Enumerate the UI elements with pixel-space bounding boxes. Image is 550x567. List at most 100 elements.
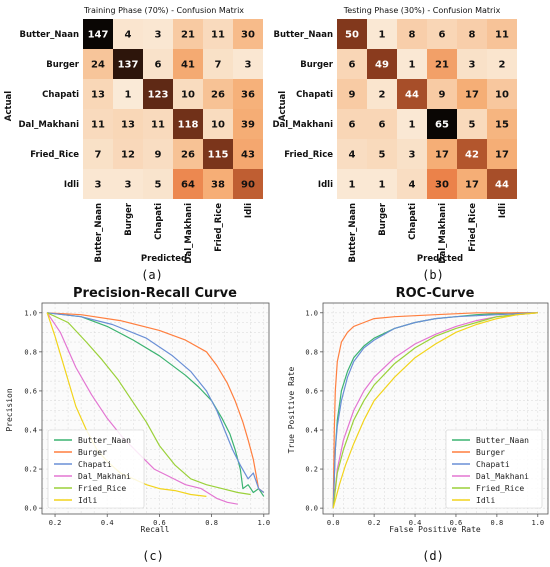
b-cell-4-3 bbox=[427, 139, 457, 169]
b-cell-2-4 bbox=[457, 79, 487, 109]
b-cell-value-4-2: 3 bbox=[409, 150, 416, 161]
b-cell-value-2-2: 44 bbox=[405, 90, 419, 101]
b-cell-value-5-2: 4 bbox=[409, 180, 416, 191]
a-cell-value-3-2: 11 bbox=[151, 120, 165, 131]
plot-c-ytick-label: 0.4 bbox=[24, 426, 37, 434]
b-cell-value-4-4: 42 bbox=[465, 150, 479, 161]
testing-matrix-row-labels: Butter_Naan Burger Chapati Dal_Makhani Fried… bbox=[272, 30, 333, 190]
plot-d-ytick-label: 0.2 bbox=[305, 466, 318, 474]
a-cell-1-4 bbox=[203, 49, 233, 79]
a-cell-1-2 bbox=[143, 49, 173, 79]
a-cell-0-0 bbox=[83, 19, 113, 49]
plot-d-legend-label-dal-makhani: Dal_Makhani bbox=[476, 472, 529, 481]
b-cell-value-5-0: 1 bbox=[349, 180, 356, 191]
a-row-label-idli: Idli bbox=[64, 180, 79, 190]
a-cell-4-3 bbox=[173, 139, 203, 169]
plot-d-ytick-label: 0.8 bbox=[305, 348, 318, 356]
a-cell-2-2 bbox=[143, 79, 173, 109]
training-matrix-row-labels: Butter_Naan Burger Chapati Dal_Makhani Fried… bbox=[18, 30, 79, 190]
plot-c-series-dal-makhani bbox=[46, 312, 238, 505]
a-cell-value-4-1: 12 bbox=[121, 150, 135, 161]
plot-d-xtick-label: 0.4 bbox=[409, 519, 422, 527]
b-cell-value-1-4: 3 bbox=[469, 60, 476, 71]
training-matrix-ylabel: Actual bbox=[4, 91, 14, 121]
plot-c-xtick-label: 1.0 bbox=[257, 519, 270, 527]
plot-d-xtick-label: 0.0 bbox=[327, 519, 340, 527]
a-cell-0-4 bbox=[203, 19, 233, 49]
roc-title: ROC-Curve bbox=[396, 286, 475, 301]
a-cell-2-1 bbox=[113, 79, 143, 109]
b-cell-0-2 bbox=[397, 19, 427, 49]
training-matrix-xlabel: Predicted bbox=[141, 254, 187, 264]
plot-d-ytick-label: 0.0 bbox=[305, 505, 318, 513]
plot-d-legend-label-butter-naan: Butter_Naan bbox=[476, 436, 529, 445]
a-cell-3-0 bbox=[83, 109, 113, 139]
b-cell-4-0 bbox=[337, 139, 367, 169]
a-cell-value-2-4: 26 bbox=[211, 90, 225, 101]
b-cell-1-5 bbox=[487, 49, 517, 79]
a-cell-1-1 bbox=[113, 49, 143, 79]
a-cell-3-4 bbox=[203, 109, 233, 139]
testing-matrix-title: Testing Phase (30%) - Confusion Matrix bbox=[343, 6, 501, 15]
a-cell-value-3-5: 39 bbox=[241, 120, 255, 131]
caption-c: (c) bbox=[142, 549, 164, 563]
pr-title: Precision-Recall Curve bbox=[73, 286, 237, 301]
b-cell-value-3-0: 6 bbox=[349, 120, 356, 131]
plot-c-legend-label-butter-naan: Butter_Naan bbox=[78, 436, 131, 445]
a-cell-value-3-3: 118 bbox=[178, 120, 199, 131]
plot-c-series-butter-naan bbox=[47, 312, 265, 497]
a-col-label-fried-rice: Fried_Rice bbox=[214, 203, 224, 252]
plot-d-legend: Butter_Naan Burger Chapati Dal_Makhani Fried… bbox=[445, 429, 543, 509]
plot-d-legend-label-chapati: Chapati bbox=[476, 460, 510, 469]
b-cell-1-2 bbox=[397, 49, 427, 79]
a-cell-value-1-0: 24 bbox=[91, 60, 105, 71]
a-cell-value-5-0: 3 bbox=[95, 180, 102, 191]
b-cell-value-3-4: 5 bbox=[469, 120, 476, 131]
a-cell-3-2 bbox=[143, 109, 173, 139]
b-cell-value-3-5: 15 bbox=[495, 120, 509, 131]
plot-c-series-chapati bbox=[47, 312, 265, 493]
precision-recall-panel: Precision-Recall Curve 0.2 0.4 0.6 0.8 1.00.… bbox=[5, 286, 270, 563]
b-cell-1-4 bbox=[457, 49, 487, 79]
a-col-label-chapati: Chapati bbox=[154, 203, 164, 240]
a-cell-value-2-3: 10 bbox=[181, 90, 195, 101]
b-row-label-chapati: Chapati bbox=[296, 90, 333, 100]
plot-d-frame bbox=[322, 302, 549, 515]
plot-c-ytick-label: 1.0 bbox=[24, 309, 37, 317]
a-cell-value-4-4: 115 bbox=[208, 150, 229, 161]
plot-d-series-butter-naan bbox=[332, 312, 538, 509]
plot-d-series-chapati bbox=[332, 312, 538, 509]
roc-plot-area: 0.0 0.2 0.4 0.6 0.8 1.0 0.0 0.2 0.4 0.6 0.8 1.0 Butt… bbox=[305, 302, 549, 527]
b-cell-value-1-0: 6 bbox=[349, 60, 356, 71]
b-cell-value-3-3: 65 bbox=[435, 120, 449, 131]
testing-matrix-col-labels: Butter_Naan Burger Chapati Dal_Makhani Fried… bbox=[348, 202, 508, 263]
plot-d-ytick-label: 0.6 bbox=[305, 387, 318, 395]
a-cell-0-5 bbox=[233, 19, 263, 49]
a-col-label-burger: Burger bbox=[124, 202, 134, 236]
roc-panel: ROC-Curve 0.0 0.2 0.4 0.6 0.8 1.0 0.0 0.2 0.4 0.6… bbox=[287, 286, 549, 563]
a-cell-value-0-5: 30 bbox=[241, 30, 255, 41]
plot-d-series-burger bbox=[332, 312, 538, 509]
b-cell-3-0 bbox=[337, 109, 367, 139]
a-cell-value-3-0: 11 bbox=[91, 120, 105, 131]
caption-b: (b) bbox=[422, 268, 444, 282]
b-cell-5-5 bbox=[487, 169, 517, 199]
b-cell-value-1-3: 21 bbox=[435, 60, 449, 71]
a-cell-value-4-3: 26 bbox=[181, 150, 195, 161]
caption-a: (a) bbox=[141, 268, 163, 282]
a-cell-2-4 bbox=[203, 79, 233, 109]
pr-xlabel: Recall bbox=[141, 525, 170, 534]
b-cell-4-1 bbox=[367, 139, 397, 169]
a-cell-5-5 bbox=[233, 169, 263, 199]
plot-d-legend-label-fried-rice: Fried_Rice bbox=[476, 484, 524, 493]
plot-c-xtick-label: 0.2 bbox=[49, 519, 62, 527]
b-cell-value-3-1: 6 bbox=[379, 120, 386, 131]
a-row-label-butter-naan: Butter_Naan bbox=[20, 30, 80, 40]
testing-matrix-xlabel: Predicted bbox=[417, 254, 463, 264]
b-cell-value-3-2: 1 bbox=[409, 120, 416, 131]
a-col-label-idli: Idli bbox=[244, 203, 254, 218]
training-matrix-col-labels: Butter_Naan Burger Chapati Dal_Makhani Fried… bbox=[94, 202, 254, 263]
plot-c-ytick-label: 0.2 bbox=[24, 466, 37, 474]
a-cell-2-5 bbox=[233, 79, 263, 109]
a-row-label-fried-rice: Fried_Rice bbox=[30, 150, 79, 160]
